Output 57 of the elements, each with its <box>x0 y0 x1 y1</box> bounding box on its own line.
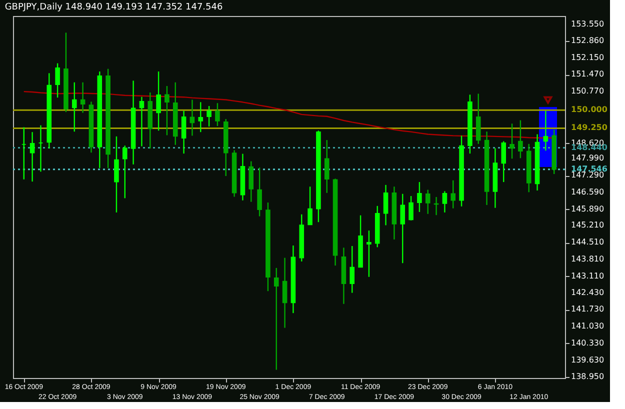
candlestick <box>190 99 195 136</box>
y-tick-label: 152.860 <box>571 36 604 46</box>
y-tick-label: 142.430 <box>571 288 604 297</box>
y-tick-label: 146.590 <box>571 187 604 196</box>
candlestick <box>198 102 204 133</box>
y-tick-label: 150.770 <box>571 86 604 96</box>
candlestick <box>248 160 254 202</box>
candlestick <box>400 193 406 264</box>
ref-line-label: 150.000 <box>571 105 608 114</box>
candlestick <box>30 131 35 182</box>
candlestick <box>425 189 430 214</box>
candlestick <box>501 140 506 183</box>
y-tick-label: 143.110 <box>571 271 604 280</box>
y-tick-label: 141.030 <box>571 322 604 331</box>
ref-line-label: 147.546 <box>571 164 608 174</box>
candlestick <box>164 85 170 136</box>
candlestick <box>156 70 161 132</box>
y-tick-label: 153.550 <box>571 19 604 28</box>
y-tick-label: 140.330 <box>571 338 604 348</box>
candlestick <box>324 139 330 194</box>
y-tick-label: 152.150 <box>571 53 604 62</box>
candlestick <box>274 267 279 370</box>
chart-title: GBPJPY,Daily 148.940 149.193 147.352 147.546 <box>4 2 223 12</box>
y-tick-label: 143.810 <box>571 254 604 264</box>
candlestick <box>308 186 312 226</box>
candlestick <box>383 184 388 226</box>
candlestick <box>139 96 144 147</box>
candlestick <box>122 144 128 199</box>
candlestick <box>257 166 262 217</box>
y-tick-label: 139.630 <box>571 355 604 364</box>
candlestick <box>518 120 523 159</box>
y-tick-label: 141.730 <box>571 304 604 314</box>
candlestick <box>442 190 448 214</box>
y-tick-label: 144.510 <box>571 238 604 247</box>
candlestick <box>215 102 220 127</box>
y-tick-label: 138.950 <box>571 372 604 381</box>
candlestick <box>417 181 422 213</box>
ref-line-label: 149.250 <box>571 123 608 132</box>
y-tick-label: 147.990 <box>571 154 604 163</box>
candlestick <box>282 257 288 328</box>
candlestick <box>543 110 548 152</box>
candlestick <box>366 230 372 278</box>
y-tick-label: 145.890 <box>571 204 604 214</box>
y-tick-label: 151.470 <box>571 70 604 79</box>
candlestick <box>114 136 119 214</box>
candlestick <box>476 93 481 145</box>
candlestick <box>206 105 212 128</box>
candlestick <box>350 245 355 294</box>
candlestick <box>80 82 86 114</box>
candlestick <box>510 123 514 160</box>
y-tick-label: 145.210 <box>571 220 604 230</box>
candlestick <box>181 110 186 154</box>
candlestick <box>450 180 456 209</box>
candlestick <box>408 195 414 222</box>
candlestick <box>55 62 60 98</box>
candlestick <box>72 82 77 132</box>
y-tick-label: 147.290 <box>571 170 604 180</box>
